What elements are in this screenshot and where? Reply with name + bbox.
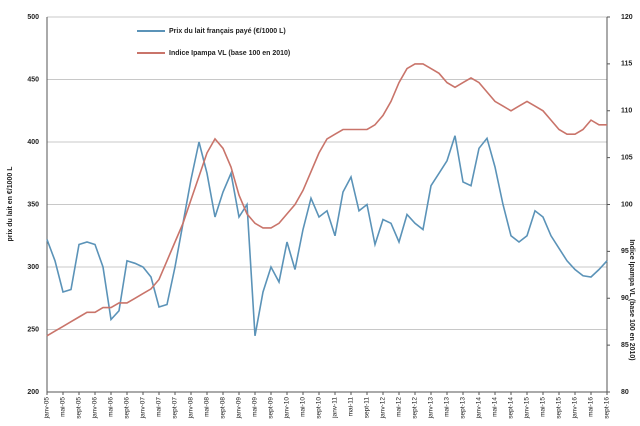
y-tick-label: 200 xyxy=(27,389,39,396)
x-tick-label: janv-14 xyxy=(476,397,483,420)
x-tick-label: janv-10 xyxy=(284,397,291,420)
x-tick-label: mai-07 xyxy=(156,397,163,417)
x-tick-label: janv-12 xyxy=(380,397,387,420)
x-tick-label: sept-14 xyxy=(508,397,515,419)
y2-tick-label: 90 xyxy=(621,295,629,302)
y-tick-label: 500 xyxy=(27,14,39,21)
y2-tick-label: 105 xyxy=(621,154,633,161)
x-tick-label: janv-16 xyxy=(572,397,579,420)
x-tick-label: mai-13 xyxy=(444,397,451,417)
x-tick-label: janv-11 xyxy=(332,397,339,419)
x-tick-label: janv-08 xyxy=(188,397,195,420)
x-tick-label: mai-10 xyxy=(300,397,307,417)
x-tick-label: sept-10 xyxy=(316,397,323,419)
x-tick-label: mai-11 xyxy=(348,397,355,417)
series-line xyxy=(46,63,607,337)
y-tick-label: 400 xyxy=(27,139,39,146)
legend-label: Indice Ipampa VL (base 100 en 2010) xyxy=(169,50,290,57)
x-tick-label: sept-08 xyxy=(220,397,227,419)
x-tick-label: janv-06 xyxy=(92,397,99,420)
y-axis-label: prix du lait en €/1000 L xyxy=(7,166,14,242)
x-tick-label: mai-09 xyxy=(252,397,259,417)
y2-tick-label: 115 xyxy=(621,61,632,68)
x-tick-label: sept-11 xyxy=(364,397,371,419)
y-tick-label: 250 xyxy=(27,326,39,333)
x-tick-label: sept-13 xyxy=(460,397,467,419)
x-tick-label: sept-16 xyxy=(604,397,611,419)
x-tick-label: mai-15 xyxy=(540,397,547,417)
y2-tick-label: 80 xyxy=(621,389,629,396)
x-tick-label: mai-05 xyxy=(60,397,67,417)
x-tick-label: sept-07 xyxy=(172,397,179,419)
x-tick-label: sept-09 xyxy=(268,397,275,419)
x-tick-label: sept-15 xyxy=(556,397,563,419)
x-tick-label: mai-08 xyxy=(204,397,211,417)
x-tick-label: mai-06 xyxy=(108,397,115,417)
legend-label: Prix du lait français payé (€/1000 L) xyxy=(169,28,286,35)
y2-tick-label: 120 xyxy=(621,14,633,21)
x-tick-label: janv-13 xyxy=(428,397,435,420)
x-tick-label: janv-15 xyxy=(524,397,531,420)
x-tick-label: sept-05 xyxy=(76,397,83,419)
x-tick-label: mai-12 xyxy=(396,397,403,417)
x-tick-label: mai-16 xyxy=(588,397,595,417)
x-tick-label: janv-07 xyxy=(140,397,147,420)
x-tick-label: sept-06 xyxy=(124,397,131,419)
y2-axis-label: Indice Ipampa VL (base 100 en 2010) xyxy=(628,239,635,360)
y2-tick-label: 110 xyxy=(621,108,632,115)
y2-tick-label: 85 xyxy=(621,342,629,349)
x-tick-label: sept-12 xyxy=(412,397,419,419)
y-tick-label: 350 xyxy=(27,201,39,208)
y-tick-label: 300 xyxy=(27,264,39,271)
x-tick-label: mai-14 xyxy=(492,397,499,417)
y2-tick-label: 100 xyxy=(621,201,633,208)
y2-tick-label: 95 xyxy=(621,248,629,255)
y-tick-label: 450 xyxy=(27,76,39,83)
x-tick-label: janv-09 xyxy=(236,397,243,420)
x-tick-label: janv-05 xyxy=(44,397,51,420)
series-line xyxy=(46,135,608,336)
